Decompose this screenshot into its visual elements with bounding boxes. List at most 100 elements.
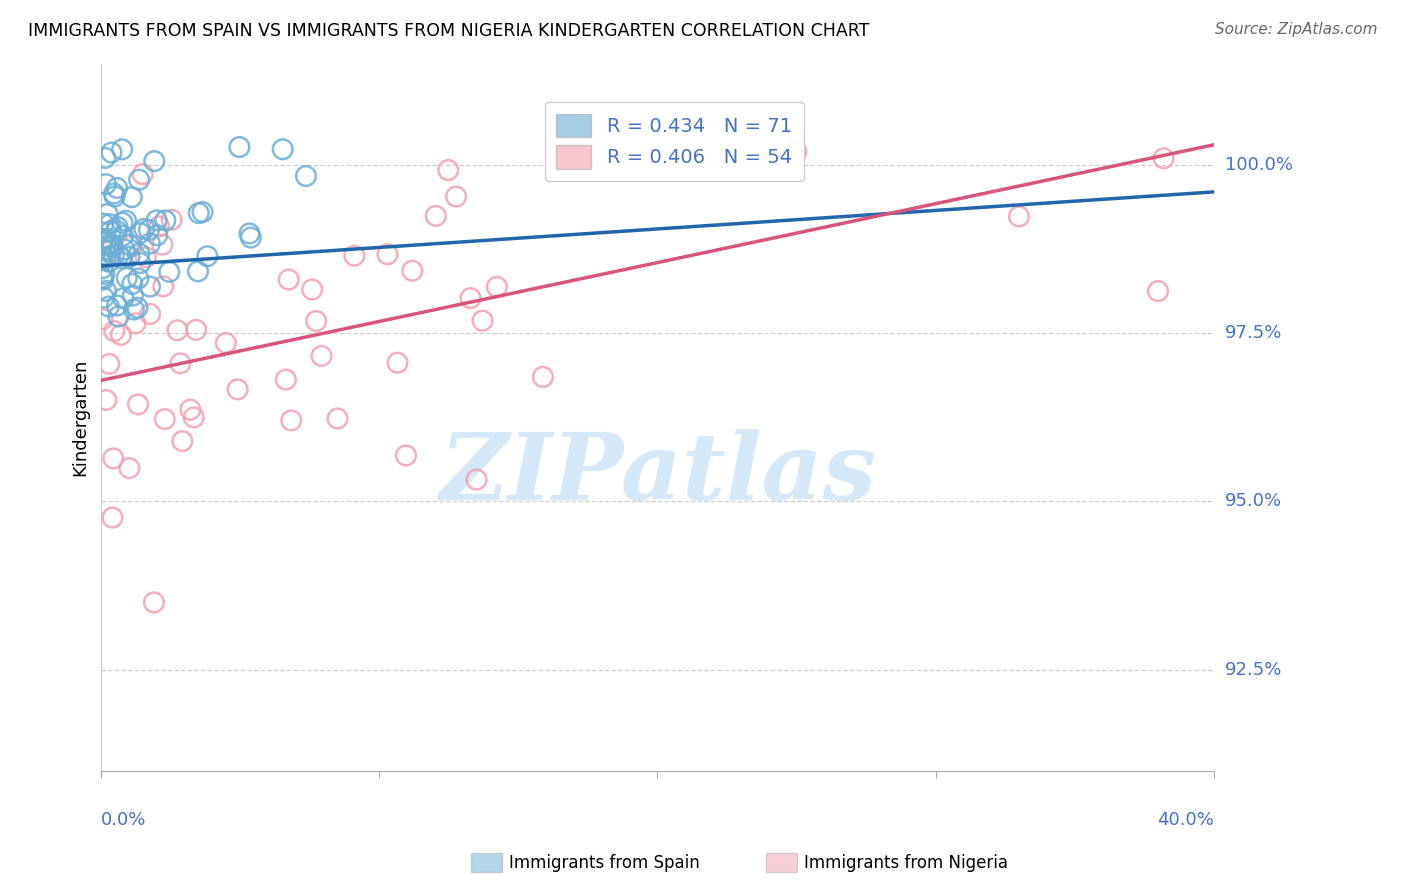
Point (531, 370, 554, 384)
Point (129, 226, 152, 240)
Point (239, 230, 262, 244)
Point (1153, 151, 1175, 165)
Point (91, 234, 114, 248)
Point (118, 250, 141, 264)
Point (295, 169, 318, 183)
Point (93, 267, 115, 281)
Point (1147, 284, 1170, 298)
Point (112, 291, 135, 305)
Text: IMMIGRANTS FROM SPAIN VS IMMIGRANTS FROM NIGERIA KINDERGARTEN CORRELATION CHART: IMMIGRANTS FROM SPAIN VS IMMIGRANTS FROM… (28, 22, 869, 40)
Point (115, 271, 138, 285)
Point (157, 265, 180, 279)
Point (139, 236, 162, 251)
Point (94, 252, 117, 266)
Point (107, 310, 129, 324)
Point (98, 237, 121, 252)
Text: Immigrants from Spain: Immigrants from Spain (509, 854, 700, 871)
Point (101, 237, 124, 252)
Point (228, 140, 250, 154)
Point (107, 219, 129, 234)
Point (105, 181, 128, 195)
Point (115, 213, 138, 227)
Point (226, 383, 249, 397)
Point (238, 227, 260, 241)
Point (128, 172, 150, 186)
Point (93, 244, 115, 258)
Point (395, 449, 418, 463)
Point (91, 272, 114, 286)
Point (301, 283, 323, 297)
Point (127, 301, 149, 315)
Point (91, 232, 114, 246)
Point (277, 272, 299, 286)
Point (146, 228, 169, 243)
Point (111, 142, 134, 156)
Point (138, 223, 160, 237)
Point (166, 323, 188, 337)
Point (152, 237, 174, 252)
Point (91, 270, 114, 285)
Point (111, 228, 134, 243)
Point (183, 410, 205, 425)
Point (131, 167, 153, 181)
Point (785, 145, 807, 159)
Text: ZIPatlas: ZIPatlas (439, 429, 876, 519)
Point (145, 213, 167, 227)
Point (118, 237, 141, 252)
Y-axis label: Kindergarten: Kindergarten (72, 359, 89, 476)
Point (127, 271, 149, 285)
Point (121, 277, 143, 291)
Point (91, 217, 114, 231)
Point (460, 291, 482, 305)
Legend: R = 0.434   N = 71, R = 0.406   N = 54: R = 0.434 N = 71, R = 0.406 N = 54 (544, 102, 804, 180)
Point (100, 145, 122, 160)
Point (103, 249, 125, 263)
Point (437, 163, 460, 178)
Point (343, 249, 366, 263)
Point (121, 190, 143, 204)
Text: 100.0%: 100.0% (1225, 156, 1292, 174)
Point (274, 373, 297, 387)
Point (121, 288, 143, 302)
Point (311, 349, 333, 363)
Point (104, 189, 127, 203)
Text: Immigrants from Nigeria: Immigrants from Nigeria (804, 854, 1008, 871)
Point (186, 323, 208, 337)
Point (127, 397, 149, 411)
Point (280, 413, 302, 427)
Point (187, 264, 209, 278)
Point (118, 461, 141, 475)
Point (110, 252, 132, 266)
Point (139, 279, 162, 293)
Text: Source: ZipAtlas.com: Source: ZipAtlas.com (1215, 22, 1378, 37)
Point (271, 142, 294, 156)
Point (98, 217, 121, 231)
Point (101, 240, 124, 254)
Point (387, 356, 409, 370)
Point (326, 411, 349, 425)
Point (471, 313, 494, 327)
Point (444, 189, 467, 203)
Point (97, 249, 120, 263)
Point (96, 207, 118, 221)
Point (148, 219, 170, 234)
Point (153, 412, 176, 426)
Point (142, 595, 165, 609)
Text: 92.5%: 92.5% (1225, 661, 1282, 679)
Point (134, 222, 156, 236)
Point (103, 186, 125, 201)
Point (91, 261, 114, 276)
Point (103, 324, 125, 338)
Point (160, 212, 183, 227)
Text: 95.0%: 95.0% (1225, 492, 1282, 510)
Point (191, 205, 214, 219)
Point (179, 402, 201, 417)
Point (96, 392, 118, 407)
Point (98, 244, 121, 258)
Point (94, 177, 117, 191)
Point (105, 299, 128, 313)
Point (124, 316, 146, 330)
Point (485, 280, 508, 294)
Point (121, 239, 143, 253)
Point (96, 232, 118, 246)
